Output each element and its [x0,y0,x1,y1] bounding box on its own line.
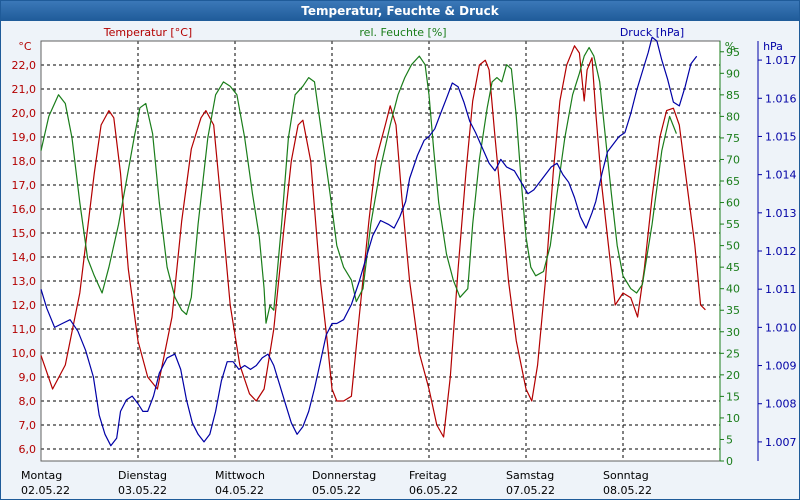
legend-humidity: rel. Feuchte [%] [359,26,446,39]
day-date-label: 07.05.22 [506,484,555,497]
humidity-tick: 60 [726,197,740,210]
pressure-tick: 1.014 [765,169,797,182]
temperature-tick: 22,0 [12,59,37,72]
day-date-label: 05.05.22 [312,484,361,497]
chart-title: Temperatur, Feuchte & Druck [1,1,799,21]
humidity-unit-label: % [725,40,735,53]
humidity-tick: 80 [726,110,740,123]
day-name-label: Montag [21,469,62,482]
humidity-tick: 55 [726,218,740,231]
humidity-tick: 40 [726,283,740,296]
day-name-label: Dienstag [118,469,167,482]
pressure-line [40,36,698,447]
pressure-tick: 1.013 [765,207,797,220]
temperature-tick: 8,0 [19,395,37,408]
temperature-tick: 10,0 [12,347,37,360]
temperature-axis: 6,0 7,0 8,0 9,0 10,0 11,0 12,0 13,0 14,0 15,0 16,0… [12,59,37,456]
humidity-tick: 50 [726,240,740,253]
temperature-tick: 18,0 [12,155,37,168]
humidity-tick: 30 [726,326,740,339]
pressure-tick: 1.008 [765,398,797,411]
temperature-tick: 12,0 [12,299,37,312]
humidity-tick: 35 [726,304,740,317]
humidity-tick: 45 [726,261,740,274]
day-name-label: Mittwoch [215,469,265,482]
humidity-tick: 5 [726,433,733,446]
day-date-label: 06.05.22 [409,484,458,497]
humidity-axis: 0 5 10 15 20 25 30 35 40 45 50 55 60 65 70 75 80 85 90 95 [719,41,740,468]
temperature-tick: 21,0 [12,83,37,96]
pressure-tick: 1.011 [765,283,797,296]
temperature-line [40,45,706,438]
temperature-unit-label: °C [18,40,32,53]
day-name-label: Freitag [409,469,447,482]
day-name-label: Samstag [506,469,554,482]
temperature-tick: 16,0 [12,203,37,216]
series-lines [40,36,706,447]
humidity-tick: 95 [726,46,740,59]
day-name-label: Sonntag [603,469,649,482]
humidity-tick: 75 [726,132,740,145]
pressure-axis: 1.007 1.008 1.009 1.010 1.011 1.012 1.013 1.014… [757,41,797,461]
temperature-tick: 15,0 [12,227,37,240]
pressure-tick: 1.016 [765,92,797,105]
temperature-tick: 13,0 [12,275,37,288]
humidity-line [40,46,677,324]
temperature-tick: 11,0 [12,323,37,336]
humidity-tick: 70 [726,153,740,166]
pressure-tick: 1.009 [765,360,797,373]
humidity-tick: 20 [726,369,740,382]
day-date-label: 08.05.22 [603,484,652,497]
temperature-tick: 9,0 [19,371,37,384]
temperature-tick: 19,0 [12,131,37,144]
temperature-tick: 20,0 [12,107,37,120]
pressure-tick: 1.007 [765,436,797,449]
humidity-tick: 90 [726,67,740,80]
day-date-label: 04.05.22 [215,484,264,497]
pressure-tick: 1.012 [765,245,797,258]
legend-pressure: Druck [hPa] [620,26,684,39]
day-date-label: 03.05.22 [118,484,167,497]
pressure-tick: 1.017 [765,54,797,67]
humidity-tick: 15 [726,390,740,403]
temperature-tick: 14,0 [12,251,37,264]
pressure-unit-label: hPa [763,40,783,53]
humidity-tick: 25 [726,347,740,360]
day-date-label: 02.05.22 [21,484,70,497]
humidity-tick: 10 [726,412,740,425]
x-axis: Montag 02.05.22 Dienstag 03.05.22 Mittwoch 04… [21,469,652,497]
temperature-tick: 6,0 [19,443,37,456]
temperature-tick: 17,0 [12,179,37,192]
pressure-tick: 1.015 [765,130,797,143]
day-name-label: Donnerstag [312,469,376,482]
temperature-tick: 7,0 [19,419,37,432]
humidity-tick: 85 [726,89,740,102]
legend-temperature: Temperatur [°C] [103,26,192,39]
humidity-tick: 65 [726,175,740,188]
humidity-tick: 0 [726,455,733,468]
plot-area [41,41,720,461]
pressure-tick: 1.010 [765,321,797,334]
